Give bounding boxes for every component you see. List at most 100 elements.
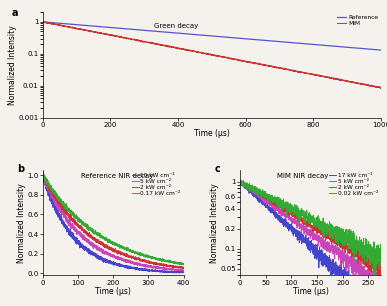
2 kW cm⁻² bbox=[238, 179, 243, 183]
0.17 kW cm⁻² bbox=[182, 262, 186, 266]
Reference bbox=[40, 20, 45, 24]
0.17 kW cm⁻² bbox=[40, 173, 45, 177]
Line: 2 kW cm⁻²: 2 kW cm⁻² bbox=[43, 174, 184, 268]
0.02 kW cm⁻² bbox=[314, 220, 319, 224]
10 kW cm⁻² bbox=[182, 271, 186, 274]
MIM bbox=[40, 20, 45, 23]
2 kW cm⁻² bbox=[41, 172, 45, 176]
2 kW cm⁻² bbox=[109, 247, 113, 250]
2 kW cm⁻² bbox=[48, 187, 52, 190]
17 kW cm⁻² bbox=[332, 262, 336, 266]
10 kW cm⁻² bbox=[40, 171, 45, 175]
0.02 kW cm⁻² bbox=[250, 183, 255, 187]
MIM bbox=[372, 85, 377, 89]
10 kW cm⁻² bbox=[48, 196, 52, 200]
5 kW cm⁻² bbox=[379, 282, 384, 285]
Reference bbox=[379, 48, 384, 52]
Line: 0.02 kW cm⁻²: 0.02 kW cm⁻² bbox=[240, 180, 381, 284]
Line: 2 kW cm⁻²: 2 kW cm⁻² bbox=[240, 181, 381, 278]
MIM bbox=[185, 48, 190, 51]
10 kW cm⁻² bbox=[177, 270, 182, 274]
0.17 kW cm⁻² bbox=[177, 262, 182, 266]
10 kW cm⁻² bbox=[177, 271, 182, 274]
2 kW cm⁻² bbox=[250, 188, 255, 192]
MIM bbox=[99, 31, 104, 35]
2 kW cm⁻² bbox=[325, 236, 330, 239]
5 kW cm⁻² bbox=[40, 169, 45, 173]
17 kW cm⁻² bbox=[314, 247, 319, 251]
5 kW cm⁻² bbox=[177, 268, 182, 272]
Text: Reference NIR decay: Reference NIR decay bbox=[80, 173, 153, 179]
5 kW cm⁻² bbox=[325, 245, 330, 248]
2 kW cm⁻² bbox=[177, 264, 182, 268]
Reference bbox=[185, 32, 189, 36]
MIM bbox=[40, 20, 45, 24]
2 kW cm⁻² bbox=[105, 244, 110, 247]
10 kW cm⁻² bbox=[151, 269, 156, 272]
MIM bbox=[378, 86, 382, 90]
5 kW cm⁻² bbox=[313, 235, 318, 239]
Reference bbox=[99, 25, 104, 28]
0.02 kW cm⁻² bbox=[332, 229, 336, 232]
0.02 kW cm⁻² bbox=[325, 230, 330, 234]
5 kW cm⁻² bbox=[353, 282, 358, 285]
Text: MIM NIR decay: MIM NIR decay bbox=[277, 173, 328, 179]
2 kW cm⁻² bbox=[379, 264, 384, 268]
10 kW cm⁻² bbox=[105, 258, 110, 262]
0.17 kW cm⁻² bbox=[177, 262, 182, 265]
5 kW cm⁻² bbox=[332, 250, 336, 254]
5 kW cm⁻² bbox=[248, 188, 253, 192]
Reference bbox=[336, 45, 341, 48]
2 kW cm⁻² bbox=[181, 267, 186, 270]
10 kW cm⁻² bbox=[40, 174, 45, 177]
0.02 kW cm⁻² bbox=[379, 241, 384, 245]
Reference bbox=[79, 23, 84, 27]
5 kW cm⁻² bbox=[238, 179, 242, 183]
Y-axis label: Normalized Intensity: Normalized Intensity bbox=[8, 25, 17, 105]
17 kW cm⁻² bbox=[250, 193, 255, 197]
2 kW cm⁻² bbox=[177, 266, 182, 269]
X-axis label: Time (μs): Time (μs) bbox=[95, 287, 131, 296]
Text: b: b bbox=[17, 164, 24, 174]
X-axis label: Time (μs): Time (μs) bbox=[293, 287, 329, 296]
2 kW cm⁻² bbox=[332, 239, 336, 243]
2 kW cm⁻² bbox=[248, 188, 253, 192]
17 kW cm⁻² bbox=[336, 282, 341, 285]
Line: 10 kW cm⁻²: 10 kW cm⁻² bbox=[43, 173, 184, 273]
17 kW cm⁻² bbox=[238, 179, 243, 182]
X-axis label: Time (μs): Time (μs) bbox=[194, 129, 230, 138]
0.17 kW cm⁻² bbox=[40, 172, 45, 176]
MIM bbox=[336, 78, 341, 81]
Line: Reference: Reference bbox=[43, 22, 381, 50]
Line: 17 kW cm⁻²: 17 kW cm⁻² bbox=[240, 181, 381, 284]
17 kW cm⁻² bbox=[362, 282, 366, 285]
5 kW cm⁻² bbox=[151, 265, 156, 269]
Y-axis label: Normalized Intensity: Normalized Intensity bbox=[17, 183, 26, 263]
2 kW cm⁻² bbox=[361, 261, 366, 265]
Line: 5 kW cm⁻²: 5 kW cm⁻² bbox=[240, 181, 381, 284]
5 kW cm⁻² bbox=[181, 269, 186, 273]
Legend: 17 kW cm⁻², 5 kW cm⁻², 2 kW cm⁻², 0.02 kW cm⁻²: 17 kW cm⁻², 5 kW cm⁻², 2 kW cm⁻², 0.02 k… bbox=[328, 172, 379, 197]
17 kW cm⁻² bbox=[325, 260, 330, 263]
5 kW cm⁻² bbox=[361, 271, 366, 274]
MIM bbox=[170, 46, 175, 49]
Text: a: a bbox=[12, 8, 19, 18]
17 kW cm⁻² bbox=[248, 190, 253, 194]
2 kW cm⁻² bbox=[377, 276, 382, 279]
Legend: 10 kW cm⁻², 5 kW cm⁻², 2 kW cm⁻², 0.17 kW cm⁻²: 10 kW cm⁻², 5 kW cm⁻², 2 kW cm⁻², 0.17 k… bbox=[130, 172, 182, 197]
5 kW cm⁻² bbox=[105, 252, 110, 255]
5 kW cm⁻² bbox=[177, 268, 182, 272]
0.17 kW cm⁻² bbox=[181, 263, 186, 267]
5 kW cm⁻² bbox=[48, 187, 52, 191]
2 kW cm⁻² bbox=[314, 224, 319, 228]
Line: 5 kW cm⁻²: 5 kW cm⁻² bbox=[43, 171, 184, 271]
0.02 kW cm⁻² bbox=[373, 282, 378, 285]
2 kW cm⁻² bbox=[151, 262, 156, 265]
10 kW cm⁻² bbox=[109, 262, 113, 265]
2 kW cm⁻² bbox=[238, 179, 242, 183]
0.17 kW cm⁻² bbox=[105, 238, 110, 242]
Reference bbox=[372, 48, 377, 51]
Text: Green decay: Green decay bbox=[154, 23, 199, 29]
10 kW cm⁻² bbox=[177, 271, 182, 275]
0.02 kW cm⁻² bbox=[241, 178, 246, 182]
